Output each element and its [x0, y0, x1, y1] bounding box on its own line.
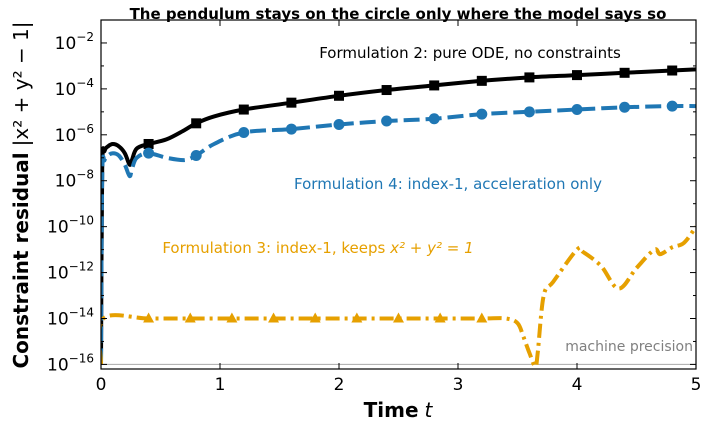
- series-marker-f2: [619, 67, 630, 78]
- series-marker-f4: [381, 115, 393, 127]
- series-marker-f3: [226, 312, 238, 323]
- x-axis-label-var: t: [425, 398, 434, 422]
- reference-line-label: machine precision: [565, 339, 693, 355]
- series-marker-f3: [143, 312, 155, 323]
- series-marker-f4: [619, 101, 631, 113]
- series-marker-f4: [476, 108, 488, 120]
- y-tick-label: 10−2: [55, 30, 94, 54]
- annotation-f3-math: x² + y² = 1: [389, 239, 474, 257]
- series-marker-f2: [381, 85, 392, 96]
- series-marker-f3: [268, 312, 280, 323]
- series-marker-f4: [571, 104, 583, 116]
- series-marker-f4: [190, 149, 202, 161]
- x-tick-label: 3: [453, 375, 464, 395]
- series-marker-f2: [524, 72, 535, 83]
- y-tick-label: 10−10: [47, 214, 94, 238]
- annotation-f3-text: Formulation 3: index-1, keeps: [162, 239, 390, 257]
- series-marker-f4: [238, 127, 250, 139]
- series-marker-f2: [238, 104, 249, 115]
- y-tick-label: 10−4: [55, 76, 94, 100]
- series-marker-f2: [334, 90, 344, 101]
- series-marker-f2: [286, 97, 297, 108]
- y-tick-label: 10−12: [47, 260, 94, 284]
- series-marker-f2: [143, 138, 154, 149]
- svg-text:Constraint residual|x² + y² −: Constraint residual |x² + y² − 1|: [9, 21, 33, 368]
- series-line-f4: [101, 104, 696, 365]
- plot-frame: [100, 19, 697, 370]
- series-marker-f4: [523, 106, 535, 118]
- series-marker-f3: [351, 312, 363, 323]
- series-marker-f3: [309, 312, 321, 323]
- annotation-f2: Formulation 2: pure ODE, no constraints: [319, 44, 621, 62]
- x-tick-label: 4: [572, 375, 583, 395]
- x-tick-label: 5: [691, 375, 702, 395]
- x-tick-label: 1: [215, 375, 226, 395]
- annotation-f3: Formulation 3: index-1, keeps x² + y² = …: [162, 239, 473, 257]
- x-tick-label: 0: [96, 375, 107, 395]
- y-tick-label: 10−16: [47, 351, 94, 375]
- series-marker-f4: [143, 147, 155, 159]
- y-tick-label: 10−8: [55, 168, 94, 192]
- y-axis-label-text: Constraint residual: [9, 152, 33, 368]
- x-axis-label-text: Time: [364, 398, 419, 422]
- y-tick-label: 10−6: [55, 122, 94, 146]
- y-tick-label: 10−14: [47, 305, 94, 329]
- series-marker-f4: [428, 113, 440, 125]
- series-marker-f4: [333, 118, 345, 130]
- x-tick-label: 2: [334, 375, 345, 395]
- series-marker-f2: [667, 65, 678, 76]
- series-marker-f4: [285, 123, 297, 135]
- series-marker-f3: [393, 312, 404, 323]
- series-marker-f4: [666, 100, 678, 112]
- series-marker-f3: [434, 312, 446, 323]
- series-marker-f2: [429, 80, 440, 91]
- series-marker-f2: [572, 70, 582, 81]
- chart-title: The pendulum stays on the circle only wh…: [130, 5, 667, 23]
- y-axis-label: Constraint residual |x² + y² − 1|: [9, 21, 33, 368]
- series-marker-f3: [476, 312, 488, 323]
- series-line-f2: [101, 67, 696, 365]
- x-axis-label: Time t: [364, 398, 434, 422]
- y-axis-label-math: |x² + y² − 1|: [9, 21, 33, 146]
- series-marker-f2: [191, 118, 202, 129]
- series-marker-f2: [476, 75, 487, 86]
- annotation-f4: Formulation 4: index-1, acceleration onl…: [294, 175, 602, 193]
- series-marker-f3: [184, 312, 196, 323]
